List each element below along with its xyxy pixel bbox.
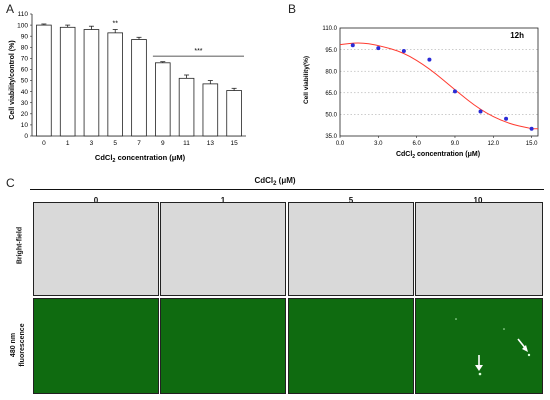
y-tick-label: 90 bbox=[21, 33, 29, 40]
y-tick-label: 60 bbox=[21, 67, 29, 74]
x-tick-label: 9.0 bbox=[451, 141, 460, 147]
data-point bbox=[427, 57, 432, 62]
data-point bbox=[504, 116, 509, 121]
y-tick-label: 70 bbox=[21, 56, 29, 63]
y-tick-label: 30 bbox=[21, 100, 29, 107]
x-tick-label: 15 bbox=[230, 140, 238, 147]
plot-frame bbox=[339, 27, 539, 137]
arrow-icon bbox=[517, 338, 528, 352]
bar bbox=[59, 26, 76, 137]
y-tick-label: 80.0 bbox=[325, 69, 337, 75]
y-tick-label: 80 bbox=[21, 44, 29, 51]
bar bbox=[83, 29, 100, 137]
micrograph-panel: CdCl2 (μM) 0 1 5 10 Bright-field 480 nm f… bbox=[0, 176, 550, 400]
row-label-fluorescence: 480 nm fluorescence bbox=[10, 323, 26, 367]
dose-response-y-axis-label: Cell viability(%) bbox=[303, 56, 310, 104]
column-label: 5 bbox=[348, 196, 354, 205]
y-tick-label: 110 bbox=[18, 11, 29, 18]
panel-a-label: A bbox=[6, 2, 15, 16]
bar bbox=[36, 24, 52, 137]
x-tick-label: 6.0 bbox=[412, 141, 421, 147]
dose-response-x-axis-label: CdCl2 concentration (μM) bbox=[396, 151, 480, 160]
bar bbox=[107, 32, 123, 137]
bar-chart-x-axis-label: CdCl2 concentration (μM) bbox=[95, 153, 186, 164]
y-tick-label: 50.0 bbox=[325, 113, 337, 119]
column-label: 1 bbox=[220, 196, 226, 205]
bright-field-image-0 bbox=[33, 202, 159, 296]
significance-label: ** bbox=[112, 21, 118, 28]
y-tick-label: 50 bbox=[21, 78, 29, 85]
data-point bbox=[401, 49, 406, 54]
x-tick-label: 7 bbox=[137, 140, 141, 147]
bar bbox=[202, 83, 219, 137]
y-tick-label: 95.0 bbox=[325, 48, 337, 54]
x-tick-label: 13 bbox=[207, 140, 215, 147]
column-label: 10 bbox=[473, 196, 483, 205]
y-tick-label: 35.0 bbox=[325, 134, 337, 140]
data-point bbox=[350, 43, 355, 48]
micrograph-header: CdCl2 (μM) bbox=[254, 176, 296, 187]
x-tick-label: 1 bbox=[66, 140, 70, 147]
fluorescence-image-10 bbox=[415, 298, 543, 394]
data-point bbox=[376, 46, 381, 51]
y-tick-label: 10 bbox=[21, 122, 29, 129]
x-tick-label: 0 bbox=[42, 140, 46, 147]
x-tick-label: 15.0 bbox=[526, 141, 538, 147]
dose-response-title: 12h bbox=[510, 31, 524, 40]
bar-chart-y-axis-label: Cell viability/control (%) bbox=[9, 40, 16, 119]
significance-label: *** bbox=[194, 48, 202, 55]
x-tick-label: 11 bbox=[183, 140, 190, 147]
y-tick-label: 110.0 bbox=[322, 26, 337, 32]
y-tick-label: 20 bbox=[21, 111, 29, 118]
x-tick-label: 12.0 bbox=[487, 141, 499, 147]
bar bbox=[226, 90, 242, 137]
bright-field-image-5 bbox=[288, 202, 414, 296]
fit-curve bbox=[339, 42, 538, 130]
y-tick-label: 100 bbox=[17, 22, 28, 29]
bar bbox=[155, 62, 171, 137]
y-tick-label: 65.0 bbox=[325, 91, 337, 97]
x-tick-label: 3.0 bbox=[374, 141, 383, 147]
bright-field-image-1 bbox=[160, 202, 286, 296]
data-point bbox=[478, 109, 483, 114]
y-tick-label: 0 bbox=[24, 133, 28, 140]
fluorescence-image-5 bbox=[288, 298, 414, 394]
y-tick-label: 40 bbox=[21, 89, 29, 96]
panel-b-label: B bbox=[288, 2, 297, 16]
micrograph-header-rule bbox=[30, 189, 544, 190]
data-point bbox=[452, 89, 457, 94]
fluorescence-image-1 bbox=[160, 298, 286, 394]
column-label: 0 bbox=[93, 196, 99, 205]
panel-c-label: C bbox=[6, 176, 15, 190]
bar bbox=[131, 39, 147, 137]
arrow-icon bbox=[475, 355, 483, 371]
data-point bbox=[529, 126, 534, 131]
bar bbox=[178, 77, 195, 137]
x-tick-label: 0.0 bbox=[336, 141, 345, 147]
fluorescence-image-0 bbox=[33, 298, 159, 394]
dose-response-chart: 35.0 50.0 65.0 80.0 95.0 110.0 0.0 3.0 6.0 9.0 12.… bbox=[303, 26, 539, 160]
x-tick-label: 9 bbox=[161, 140, 165, 147]
x-tick-label: 5 bbox=[113, 140, 117, 147]
bright-field-image-10 bbox=[415, 202, 543, 296]
x-tick-label: 3 bbox=[90, 140, 94, 147]
row-label-bright-field: Bright-field bbox=[16, 226, 24, 265]
